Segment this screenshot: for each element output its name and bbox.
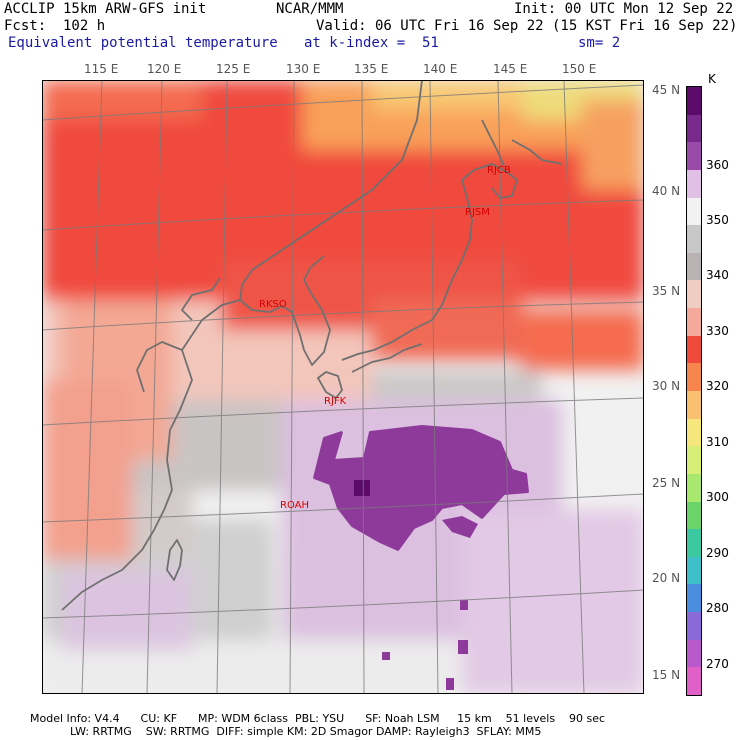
colorbar-label: 360 (706, 158, 729, 172)
footer-physics: LW: RRTMG SW: RRTMG DIFF: simple KM: 2D … (70, 725, 542, 738)
colorbar-swatch (687, 225, 701, 254)
colorbar-label: 290 (706, 546, 729, 560)
colorbar-swatch (687, 169, 701, 199)
lon-label: 150 E (562, 62, 597, 76)
colorbar-swatch (687, 114, 701, 143)
footer-model-info: Model Info: V4.4 CU: KF MP: WDM 6class P… (30, 712, 606, 725)
model-title: ACCLIP 15km ARW-GFS init (4, 1, 207, 17)
colorbar-swatch (687, 612, 701, 641)
colorbar-swatch (687, 473, 701, 503)
colorbar-swatch (687, 391, 701, 420)
colorbar-swatch (687, 667, 701, 696)
colorbar-swatch (687, 87, 701, 116)
colorbar-swatch (687, 197, 701, 226)
colorbar-swatch (687, 639, 701, 668)
station-label: RJCB (487, 165, 511, 176)
colorbar-label: 300 (706, 490, 729, 504)
map-panel: RJCB RJSM RKSO RJFK ROAH (42, 80, 644, 694)
lat-label: 40 N (652, 184, 681, 198)
colorbar-swatch (687, 529, 701, 558)
station-label: ROAH (280, 500, 309, 511)
level-label: at k-index = 51 (304, 35, 439, 51)
lon-label: 140 E (423, 62, 458, 76)
lat-label: 30 N (652, 379, 681, 393)
colorbar-swatch (687, 335, 701, 364)
colorbar-swatch (687, 363, 701, 392)
colorbar-label: 280 (706, 601, 729, 615)
lat-label: 20 N (652, 571, 681, 585)
colorbar-swatch (687, 142, 701, 171)
station-label: RJSM (465, 207, 490, 218)
colorbar-label: 310 (706, 435, 729, 449)
colorbar-swatch (687, 584, 701, 613)
field-name: Equivalent potential temperature (8, 35, 278, 51)
lon-label: 145 E (493, 62, 528, 76)
colorbar-label: 330 (706, 324, 729, 338)
lat-label: 45 N (652, 83, 681, 97)
colorbar-unit: K (708, 72, 716, 86)
colorbar-label: 320 (706, 379, 729, 393)
station-label: RKSO (259, 299, 287, 310)
smooth-label: sm= 2 (578, 35, 621, 51)
colorbar-swatch (687, 418, 701, 447)
lon-label: 130 E (286, 62, 321, 76)
valid-time: Valid: 06 UTC Fri 16 Sep 22 (15 KST Fri … (316, 18, 738, 34)
init-time: Init: 00 UTC Mon 12 Sep 22 (514, 1, 734, 17)
colorbar-swatch (687, 446, 701, 475)
forecast-hour: Fcst: 102 h (4, 18, 106, 34)
lon-label: 135 E (354, 62, 389, 76)
lat-label: 25 N (652, 476, 681, 490)
colorbar-swatch (687, 252, 701, 281)
colorbar-label: 350 (706, 213, 729, 227)
colorbar-swatch (687, 308, 701, 337)
colorbar-label: 270 (706, 657, 729, 671)
station-label: RJFK (324, 396, 347, 407)
colorbar-label: 340 (706, 268, 729, 282)
lon-label: 125 E (216, 62, 251, 76)
org-label: NCAR/MMM (276, 1, 344, 17)
lat-label: 15 N (652, 668, 681, 682)
lon-label: 120 E (147, 62, 182, 76)
colorbar-swatch (687, 556, 701, 585)
colorbar-swatch (687, 501, 701, 530)
lat-label: 35 N (652, 284, 681, 298)
lon-label: 115 E (84, 62, 119, 76)
colorbar-swatch (687, 280, 701, 309)
colorbar (686, 86, 702, 696)
